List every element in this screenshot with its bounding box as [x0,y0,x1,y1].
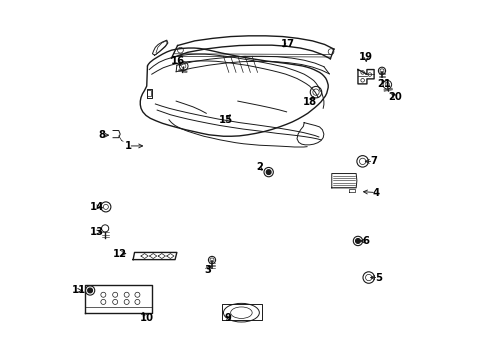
Text: 8: 8 [98,130,105,140]
Text: 14: 14 [90,202,104,212]
Text: 12: 12 [113,248,127,258]
Text: 13: 13 [90,227,104,237]
Text: 9: 9 [224,313,231,323]
Text: 5: 5 [375,273,382,283]
Text: 1: 1 [125,141,132,151]
Text: 20: 20 [388,92,402,102]
Text: 7: 7 [370,156,377,166]
Text: 2: 2 [256,162,263,172]
Text: 17: 17 [280,40,294,49]
Circle shape [267,170,271,175]
Circle shape [356,239,360,243]
Text: 11: 11 [72,285,86,296]
Text: 10: 10 [139,313,153,323]
Text: 19: 19 [359,52,373,62]
Text: 4: 4 [372,188,379,198]
Circle shape [88,288,93,293]
Text: 3: 3 [204,265,211,275]
Text: 6: 6 [363,236,370,246]
Text: 15: 15 [220,115,233,125]
Text: 21: 21 [377,79,391,89]
Text: 18: 18 [303,97,318,107]
Text: 16: 16 [171,56,185,66]
